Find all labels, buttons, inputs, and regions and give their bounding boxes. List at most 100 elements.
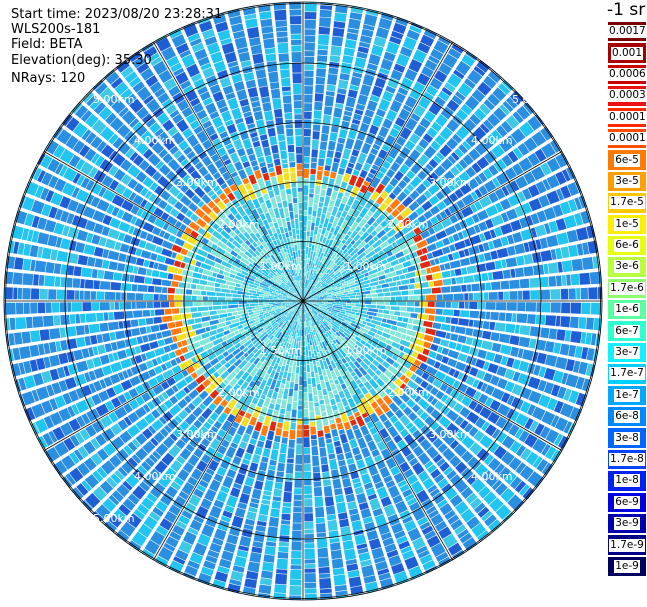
backscatter-cell <box>328 314 338 320</box>
backscatter-cell <box>354 534 367 545</box>
backscatter-cell <box>372 359 380 367</box>
backscatter-cell <box>340 363 348 373</box>
backscatter-cell <box>380 190 389 199</box>
backscatter-cell <box>491 129 503 142</box>
backscatter-cell <box>469 113 481 126</box>
backscatter-cell <box>304 296 314 301</box>
backscatter-cell <box>364 109 375 118</box>
backscatter-cell <box>305 308 307 313</box>
backscatter-cell <box>329 263 336 270</box>
backscatter-cell <box>386 255 397 263</box>
backscatter-cell <box>369 168 377 175</box>
backscatter-cell <box>360 279 371 286</box>
backscatter-cell <box>363 575 377 584</box>
backscatter-cell <box>294 478 302 488</box>
backscatter-cell <box>334 12 347 22</box>
backscatter-cell <box>335 494 345 503</box>
backscatter-cell <box>263 397 271 408</box>
backscatter-cell <box>345 493 356 503</box>
colorbar-cell: 1.7e-9 <box>607 534 647 556</box>
backscatter-cell <box>316 419 323 431</box>
backscatter-cell <box>351 149 360 157</box>
backscatter-cell <box>575 392 587 407</box>
backscatter-cell <box>278 414 285 423</box>
backscatter-cell <box>472 338 483 348</box>
backscatter-cell <box>454 148 464 158</box>
backscatter-cell <box>378 335 387 343</box>
backscatter-cell <box>408 201 420 212</box>
backscatter-cell <box>419 521 431 530</box>
backscatter-cell <box>338 129 348 139</box>
backscatter-cell <box>307 384 313 393</box>
backscatter-cell <box>232 565 245 573</box>
backscatter-cell <box>382 244 394 254</box>
backscatter-cell <box>311 288 314 292</box>
backscatter-cell <box>336 502 347 514</box>
backscatter-cell <box>262 448 271 458</box>
backscatter-cell <box>378 274 386 281</box>
backscatter-cell <box>322 369 327 377</box>
backscatter-cell <box>266 536 277 543</box>
backscatter-cell <box>342 478 352 488</box>
backscatter-cell <box>461 54 476 67</box>
backscatter-cell <box>212 301 222 306</box>
backscatter-cell <box>261 499 271 505</box>
backscatter-cell <box>340 526 352 536</box>
backscatter-cell <box>303 454 311 464</box>
backscatter-cell <box>350 239 356 245</box>
backscatter-cell <box>495 416 508 429</box>
backscatter-cell <box>432 222 444 233</box>
backscatter-cell <box>326 514 337 521</box>
backscatter-cell <box>580 332 587 344</box>
backscatter-cell <box>322 333 330 344</box>
backscatter-cell <box>319 399 325 405</box>
backscatter-cell <box>409 343 416 350</box>
backscatter-cell <box>286 343 292 354</box>
backscatter-cell <box>399 46 413 58</box>
backscatter-cell <box>316 170 323 181</box>
backscatter-cell <box>346 32 358 41</box>
backscatter-cell <box>491 144 505 158</box>
backscatter-cell <box>268 71 279 83</box>
backscatter-cell <box>442 278 452 286</box>
backscatter-cell <box>510 410 520 422</box>
backscatter-cell <box>522 487 535 500</box>
backscatter-cell <box>304 506 313 513</box>
backscatter-cell <box>367 172 375 179</box>
backscatter-cell <box>322 315 331 323</box>
backscatter-cell <box>308 311 311 317</box>
backscatter-cell <box>388 192 397 200</box>
backscatter-cell <box>541 444 551 456</box>
backscatter-cell <box>273 488 282 497</box>
backscatter-cell <box>350 320 357 324</box>
backscatter-cell <box>512 232 523 243</box>
ring-label-3km-nw: 3.00km <box>176 176 218 189</box>
backscatter-cell <box>298 209 303 215</box>
backscatter-cell <box>369 426 378 435</box>
ring-label-1km-ne: 1.00km <box>345 260 387 273</box>
backscatter-cell <box>243 524 254 531</box>
backscatter-cell <box>478 393 489 405</box>
backscatter-cell <box>535 477 544 488</box>
backscatter-cell <box>389 330 396 336</box>
backscatter-cell <box>393 142 402 151</box>
backscatter-cell <box>438 90 450 102</box>
backscatter-cell <box>435 520 448 532</box>
backscatter-cell <box>386 305 391 310</box>
backscatter-cell <box>331 235 336 240</box>
backscatter-cell <box>349 438 358 449</box>
backscatter-cell <box>34 260 47 273</box>
backscatter-cell <box>461 435 475 449</box>
backscatter-cell <box>360 349 366 356</box>
backscatter-cell <box>359 198 368 207</box>
backscatter-cell <box>332 296 337 298</box>
backscatter-cell <box>304 318 307 323</box>
backscatter-cell <box>341 323 348 330</box>
backscatter-cell <box>442 196 453 207</box>
backscatter-cell <box>385 344 392 351</box>
backscatter-cell <box>294 472 302 479</box>
backscatter-cell <box>348 508 359 516</box>
backscatter-cell <box>208 306 213 311</box>
backscatter-cell <box>522 349 534 361</box>
backscatter-cell <box>275 20 287 28</box>
